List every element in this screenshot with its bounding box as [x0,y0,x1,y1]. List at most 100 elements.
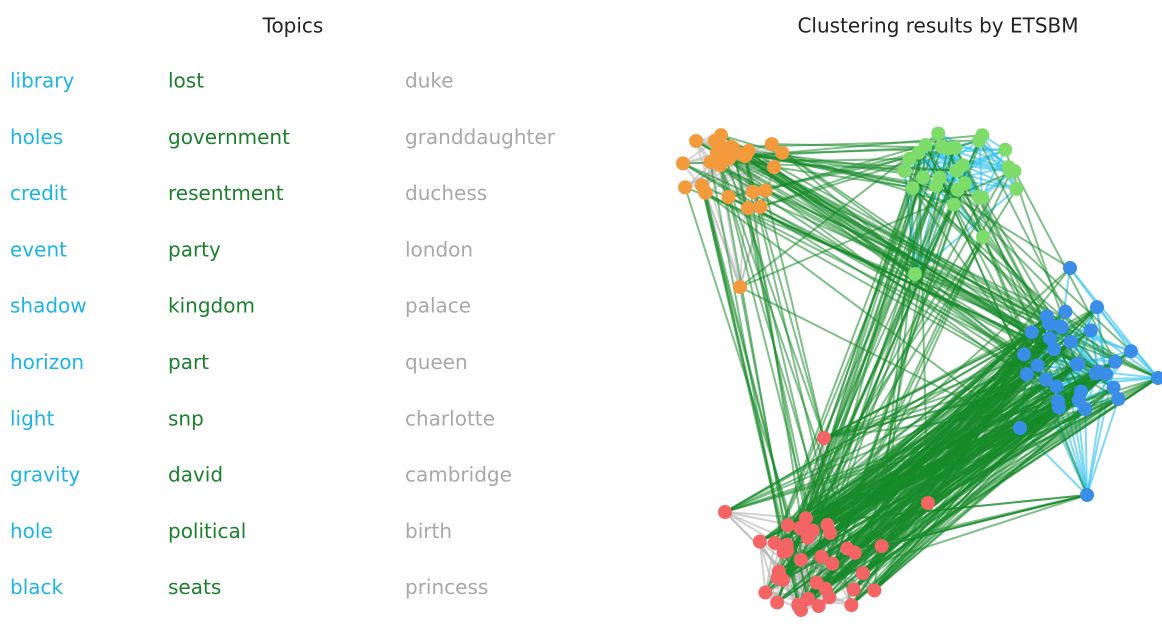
node [745,184,760,199]
node [975,190,990,205]
edge [721,139,980,149]
node [844,598,859,613]
edge [817,337,1051,607]
node [689,134,704,149]
node [897,164,912,179]
topic-word: palace [405,294,471,318]
node [908,267,922,281]
topic-word: lost [168,69,204,93]
node [1050,394,1065,409]
edge [812,329,1092,532]
node [698,185,713,200]
node [905,181,920,196]
graph-nodes [675,126,1162,618]
topic-word: granddaughter [405,125,556,149]
node [975,128,990,143]
node [675,156,690,171]
node [793,552,808,567]
edge [735,151,916,275]
node [718,505,732,519]
edge [700,185,788,546]
edge [739,286,1021,429]
edge [764,542,776,593]
node [1039,309,1054,324]
edge [719,164,832,534]
node [1058,304,1073,319]
edge [807,236,984,600]
edge [764,190,825,439]
edge [1086,398,1120,496]
topic-word: duchess [405,181,487,205]
node [1063,334,1078,349]
node [780,518,795,533]
node [950,182,965,197]
node [1111,392,1126,407]
node [1151,371,1162,385]
node [1108,354,1123,369]
topic-word: part [168,350,209,374]
edge [873,152,920,591]
node [1089,300,1104,315]
node [840,541,855,556]
edge [704,192,1021,429]
node [752,534,767,549]
node [1123,344,1138,359]
node [823,525,838,540]
node [1017,347,1032,362]
node [770,595,785,610]
edge [781,152,1047,381]
edge [1096,306,1159,379]
edge [731,147,834,564]
edge [695,140,741,288]
node [1063,261,1077,275]
node [811,599,826,614]
edge [782,134,983,154]
edge [820,170,958,558]
topic-word: resentment [168,181,284,205]
node [758,183,773,198]
node [911,145,926,160]
node [733,280,747,294]
edge [873,373,1107,592]
node [795,521,810,536]
topic-word: snp [168,406,204,430]
edge [1019,427,1088,496]
edge [704,192,741,288]
node [791,597,806,612]
topic-word: birth [405,519,452,543]
node [1049,379,1064,394]
node [976,230,990,244]
topic-word: gravity [10,463,80,487]
edge [821,494,1088,558]
topic-word: light [10,406,54,430]
topic-word: kingdom [168,294,255,318]
edge [705,191,1028,376]
edge [758,541,767,593]
edge [1048,338,1088,496]
edge [1096,307,1108,375]
node [867,583,882,598]
edge [778,408,1086,573]
edge [716,152,856,554]
node [775,145,790,160]
node [741,143,756,158]
topic-word: queen [405,350,468,374]
node [934,139,949,154]
topics-title: Topics [262,14,324,38]
node [915,170,930,185]
node [1069,357,1084,372]
topic-word: party [168,237,221,261]
node [741,201,756,216]
node [1019,367,1034,382]
edge [824,398,1119,590]
edge [1056,400,1088,496]
topic-word: hole [10,519,53,543]
topic-word: credit [10,181,67,205]
topic-word: seats [168,575,221,599]
topic-word: david [168,463,223,487]
node [998,142,1013,157]
node [817,431,831,445]
topic-word: shadow [10,294,87,318]
edge [720,146,825,439]
